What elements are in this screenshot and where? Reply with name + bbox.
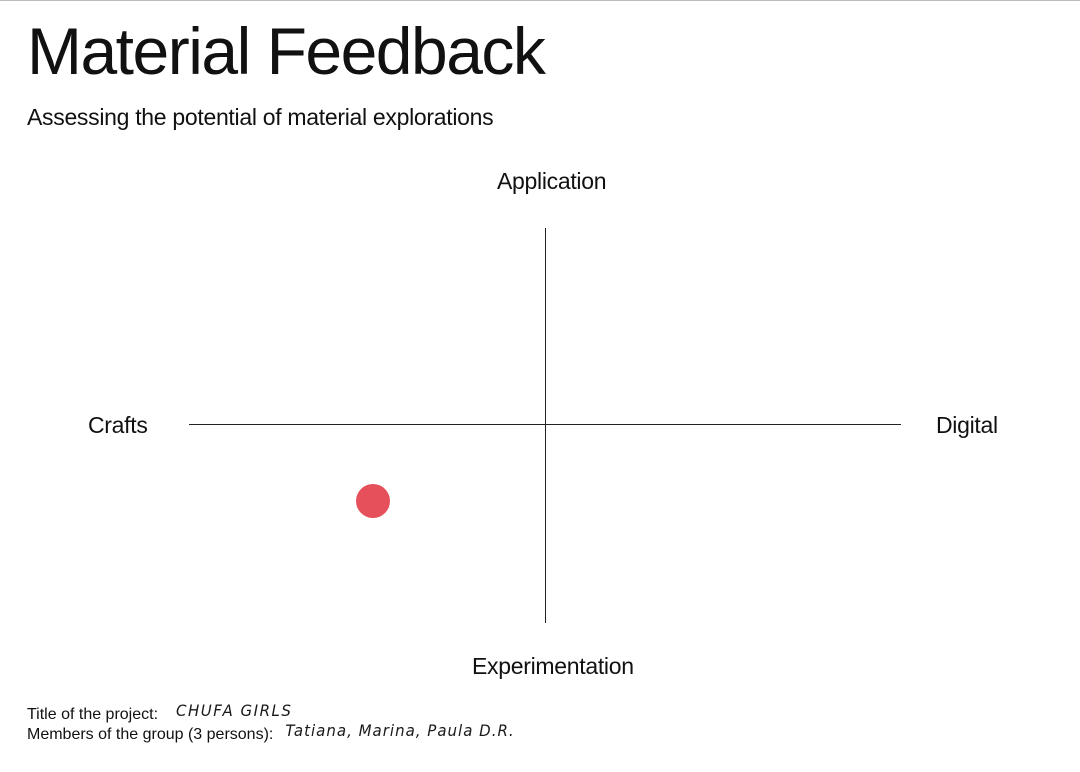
axis-label-top: Application (497, 168, 607, 194)
page-subtitle: Assessing the potential of material expl… (27, 104, 494, 130)
group-members-label: Members of the group (3 persons): (27, 726, 274, 743)
group-members-row: Members of the group (3 persons): Tatiana… (27, 721, 515, 743)
project-title-row: Title of the project: CHUFA GIRLS (27, 701, 293, 723)
top-divider (0, 0, 1080, 1)
position-marker-dot[interactable] (356, 484, 390, 518)
project-title-label: Title of the project: (27, 706, 159, 723)
vertical-axis (545, 228, 546, 623)
axis-label-right: Digital (936, 412, 998, 438)
project-title-value: CHUFA GIRLS (176, 701, 293, 721)
page-title: Material Feedback (27, 14, 546, 88)
group-members-value: Tatiana, Marina, Paula D.R. (285, 721, 515, 741)
axis-label-bottom: Experimentation (472, 653, 634, 679)
axis-label-left: Crafts (88, 412, 148, 438)
